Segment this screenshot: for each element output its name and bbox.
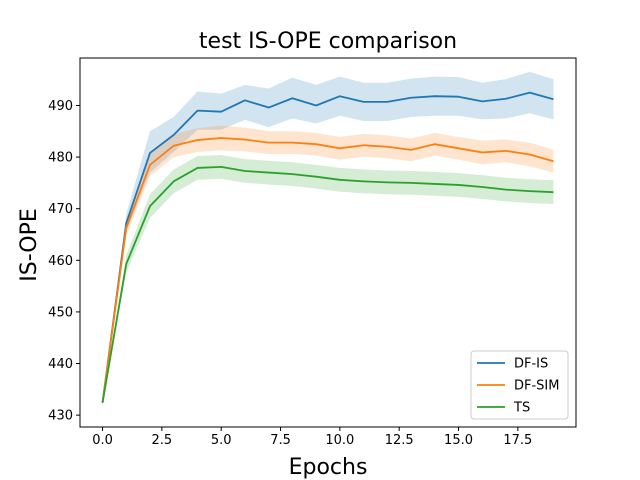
y-tick-label: 480 xyxy=(48,151,73,166)
band-ts xyxy=(102,155,554,405)
x-tick-label: 7.5 xyxy=(270,433,291,448)
legend-label-df-is: DF-IS xyxy=(514,357,548,372)
y-tick-label: 450 xyxy=(48,305,73,320)
plot-area xyxy=(79,57,577,428)
legend: DF-IS DF-SIM TS xyxy=(470,350,569,420)
line-df-is xyxy=(101,91,554,403)
legend-box xyxy=(470,350,569,420)
legend-label-df-sim: DF-SIM xyxy=(514,379,559,394)
x-tick-label: 5.0 xyxy=(211,433,232,448)
y-tick-label: 430 xyxy=(48,409,73,424)
band-df-sim xyxy=(102,125,554,405)
x-tick-label: 0.0 xyxy=(92,433,113,448)
x-tick-label: 15.0 xyxy=(444,433,473,448)
y-axis-label: IS-OPE xyxy=(17,208,42,282)
series-lines xyxy=(101,91,554,403)
x-tick-label: 2.5 xyxy=(152,433,173,448)
legend-label-ts: TS xyxy=(513,401,530,416)
line-df-sim xyxy=(101,137,554,403)
y-tick-label: 490 xyxy=(48,99,73,114)
x-tick-label: 17.5 xyxy=(503,433,532,448)
y-tick-label: 440 xyxy=(48,357,73,372)
x-tick-label: 10.0 xyxy=(325,433,354,448)
x-axis: 0.0 2.5 5.0 7.5 10.0 12.5 15.0 17.5 xyxy=(92,427,532,448)
chart-title: test IS-OPE comparison xyxy=(199,29,457,54)
x-axis-label: Epochs xyxy=(289,455,368,480)
confidence-bands xyxy=(102,71,554,405)
y-tick-label: 460 xyxy=(48,254,73,269)
y-axis: 430 440 450 460 470 480 490 xyxy=(48,99,80,424)
axes-frame xyxy=(79,57,577,428)
x-tick-label: 12.5 xyxy=(385,433,414,448)
y-tick-label: 470 xyxy=(48,202,73,217)
line-ts xyxy=(101,165,554,403)
band-df-is xyxy=(102,71,554,405)
